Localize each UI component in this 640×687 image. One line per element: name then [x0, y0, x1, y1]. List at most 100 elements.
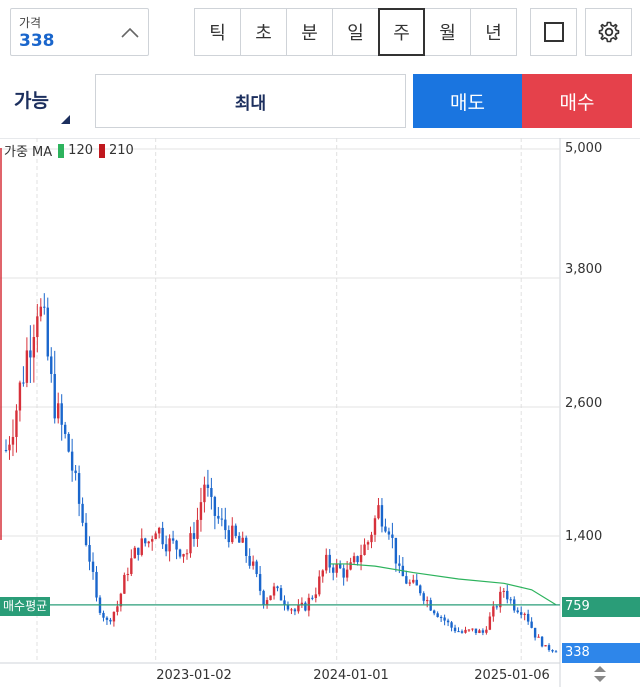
candle-body: [60, 403, 63, 425]
period-tab[interactable]: 년: [470, 8, 517, 56]
candle-body: [109, 619, 112, 622]
candle-body: [394, 537, 398, 564]
x-tick-label: 2023-01-02: [156, 668, 232, 683]
candle-body: [251, 561, 255, 566]
candle-body: [50, 356, 53, 375]
candle-body: [39, 306, 43, 317]
candle-body: [248, 555, 251, 566]
quantity-field[interactable]: 최대: [95, 74, 406, 128]
y-tick-label: 3,800: [565, 262, 603, 277]
period-tab[interactable]: 주: [378, 8, 425, 56]
candle-body: [265, 600, 269, 606]
avg-buy-value: 759: [562, 597, 640, 617]
candle-body: [471, 628, 474, 630]
candle-body: [450, 622, 453, 628]
candle-body: [32, 337, 36, 358]
candle-body: [88, 544, 91, 562]
candle-body: [460, 631, 464, 633]
candle-body: [412, 579, 415, 583]
candle-body: [147, 541, 150, 544]
candle-body: [74, 470, 77, 474]
candle-body: [356, 556, 359, 563]
period-tab[interactable]: 일: [332, 8, 379, 56]
candle-body: [217, 515, 220, 519]
buy-button[interactable]: 매수: [522, 74, 632, 128]
up-down-arrows-icon[interactable]: [592, 664, 608, 684]
price-value: 338: [19, 31, 55, 51]
candle-body: [499, 591, 502, 608]
price-chart[interactable]: [0, 138, 640, 687]
price-field[interactable]: 가격 338: [10, 8, 149, 56]
candle-body: [526, 613, 530, 622]
candle-body: [91, 561, 95, 572]
available-label[interactable]: 가능: [14, 90, 49, 112]
candle-body: [272, 586, 276, 596]
candle-body: [112, 611, 116, 622]
candle-body: [533, 627, 537, 638]
candle-body: [151, 539, 154, 542]
candle-body: [53, 374, 56, 419]
candle-body: [262, 590, 265, 606]
sell-button[interactable]: 매도: [413, 74, 522, 128]
layout-toggle-button[interactable]: [530, 8, 577, 56]
candle-body: [345, 569, 349, 578]
candle-body: [220, 518, 224, 520]
price-label: 가격: [19, 16, 42, 30]
candle-body: [436, 613, 439, 618]
candle-body: [63, 424, 67, 434]
current-price-value: 338: [562, 643, 640, 663]
candle-body: [516, 610, 519, 613]
candle-body: [495, 606, 499, 608]
candle-body: [18, 382, 22, 411]
candle-body: [398, 563, 401, 566]
candle-body: [8, 444, 11, 451]
candle-body: [530, 621, 533, 628]
candle-body: [349, 562, 352, 570]
candle-body: [419, 585, 422, 594]
candle-body: [276, 586, 279, 589]
candle-body: [467, 629, 471, 631]
chevron-up-icon[interactable]: [118, 21, 142, 45]
candle-body: [123, 574, 126, 594]
candle-body: [464, 629, 467, 633]
candle-body: [189, 533, 192, 554]
period-tab[interactable]: 틱: [194, 8, 241, 56]
candle-body: [192, 533, 196, 539]
candle-body: [415, 579, 418, 586]
candle-body: [554, 651, 558, 653]
candle-body: [551, 650, 554, 652]
ma-slow-swatch: [99, 143, 105, 158]
candle-body: [185, 553, 189, 555]
candle-body: [426, 600, 429, 602]
candle-body: [203, 484, 206, 503]
period-tab[interactable]: 초: [240, 8, 287, 56]
candle-body: [370, 534, 373, 543]
candle-body: [196, 519, 199, 539]
candle-body: [25, 350, 29, 383]
candle-body: [84, 522, 88, 545]
settings-button[interactable]: [585, 8, 632, 56]
candle-body: [231, 525, 234, 543]
candle-body: [547, 645, 551, 651]
candle-body: [352, 556, 356, 563]
period-tab[interactable]: 월: [424, 8, 471, 56]
corner-triangle-icon: [61, 115, 70, 124]
candle-body: [182, 554, 185, 557]
candle-body: [439, 617, 443, 619]
candle-body: [377, 505, 380, 519]
candle-body: [133, 547, 136, 559]
candle-body: [443, 617, 446, 621]
candle-body: [210, 488, 213, 497]
period-tab[interactable]: 분: [286, 8, 333, 56]
candle-body: [4, 450, 8, 451]
candle-body: [137, 547, 140, 555]
candle-body: [67, 433, 70, 452]
y-tick-label: 2,600: [565, 396, 603, 411]
candle-body: [244, 537, 248, 556]
candle-body: [283, 600, 286, 605]
x-tick-label: 2024-01-01: [313, 668, 389, 683]
candle-body: [43, 306, 46, 308]
gear-icon: [598, 21, 619, 43]
candle-body: [57, 403, 60, 419]
chart-legend: 가중 MA 120 210: [4, 141, 134, 160]
